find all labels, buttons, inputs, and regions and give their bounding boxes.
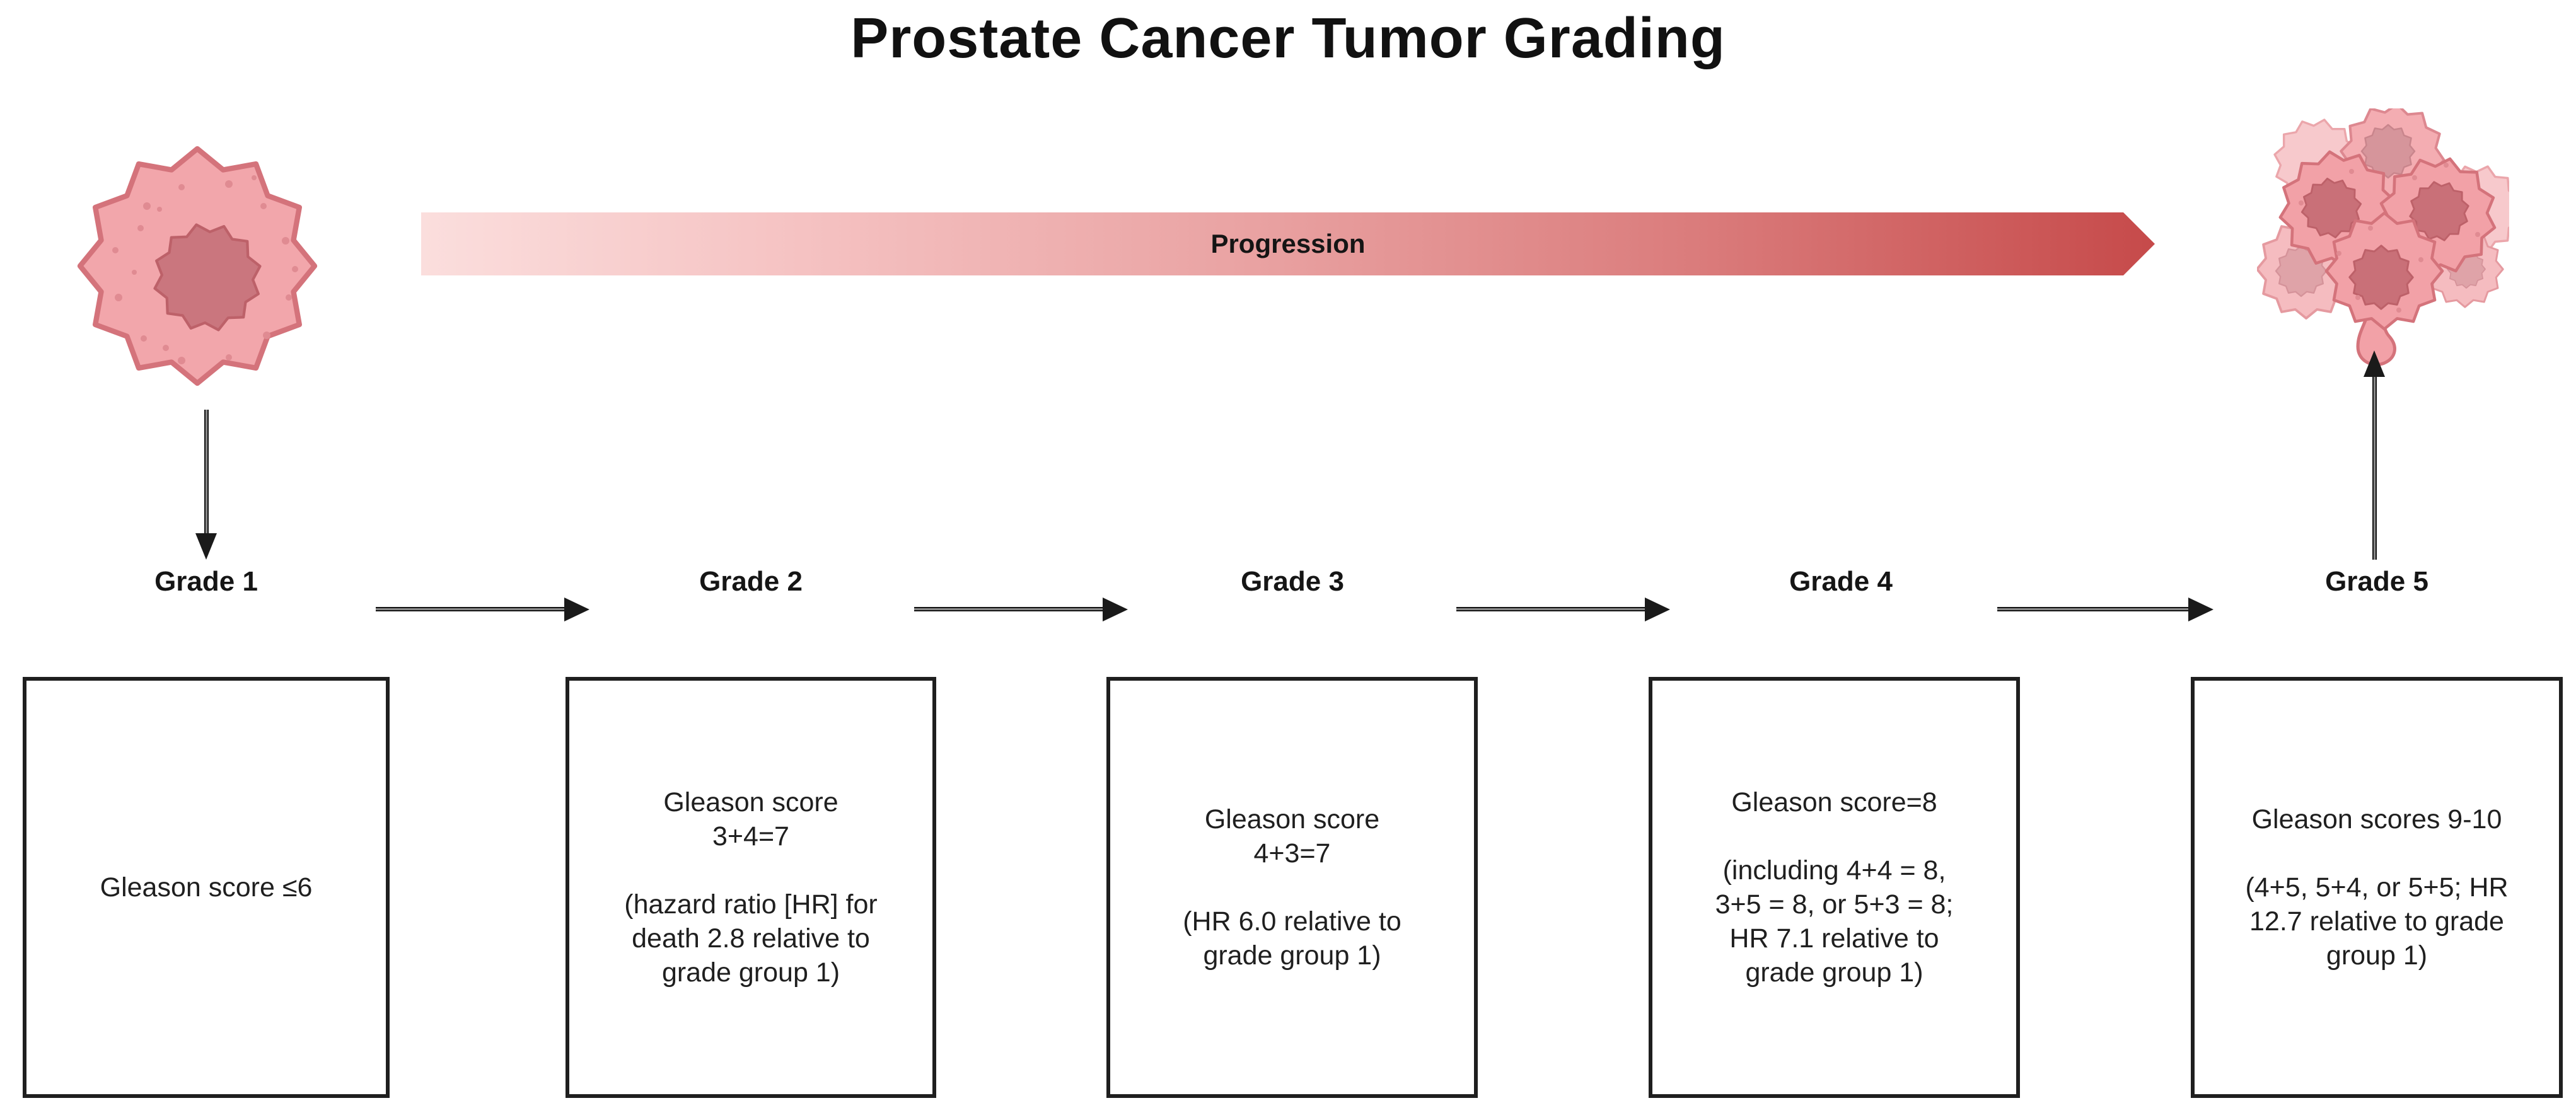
hazard-ratio-text: (including 4+4 = 8, 3+5 = 8, or 5+3 = 8;… [1715, 855, 1954, 988]
hazard-ratio-text: (HR 6.0 relative to grade group 1) [1183, 906, 1401, 971]
grade-5-box: Gleason scores 9-10 (4+5, 5+4, or 5+5; H… [2191, 677, 2563, 1098]
flow-arrow-icon [1456, 607, 1645, 611]
gleason-score-text: Gleason scores 9-10 [2251, 804, 2502, 834]
cell-speckles [112, 175, 298, 364]
grade-5-label: Grade 5 [2325, 566, 2428, 597]
page-title: Prostate Cancer Tumor Grading [850, 7, 1726, 70]
up-arrow-head-icon [2364, 350, 2385, 377]
grade-3-label: Grade 3 [1241, 566, 1344, 597]
flow-arrow-icon [376, 607, 565, 611]
grade-3-box: Gleason score 4+3=7 (HR 6.0 relative to … [1106, 677, 1478, 1098]
gleason-score-text: Gleason score=8 [1731, 787, 1937, 817]
gleason-score-text: Gleason score 3+4=7 [663, 787, 838, 852]
progression-gradient-arrow-icon: Progression [421, 212, 2155, 275]
hazard-ratio-text: (4+5, 5+4, or 5+5; HR 12.7 relative to g… [2245, 872, 2509, 971]
down-arrow-head-icon [195, 533, 217, 560]
gleason-score-text: Gleason score ≤6 [100, 872, 313, 903]
down-arrow-icon [204, 410, 209, 534]
grade-1-label: Grade 1 [154, 566, 258, 597]
grade-1-box: Gleason score ≤6 [23, 677, 390, 1098]
grade-2-box: Gleason score 3+4=7 (hazard ratio [HR] f… [566, 677, 936, 1098]
up-arrow-icon [2372, 376, 2377, 560]
grade-4-box: Gleason score=8 (including 4+4 = 8, 3+5 … [1649, 677, 2020, 1098]
tumor-cell-cluster-icon [2257, 108, 2509, 366]
cluster-speckles [2299, 163, 2480, 313]
progression-label: Progression [1210, 229, 1366, 258]
flow-arrow-icon [1997, 607, 2189, 611]
flow-arrow-icon [914, 607, 1103, 611]
gleason-score-text: Gleason score 4+3=7 [1204, 804, 1380, 869]
single-tumor-cell-icon [71, 140, 323, 392]
grade-4-label: Grade 4 [1789, 566, 1893, 597]
hazard-ratio-text: (hazard ratio [HR] for death 2.8 relativ… [624, 889, 878, 988]
grade-2-label: Grade 2 [699, 566, 803, 597]
